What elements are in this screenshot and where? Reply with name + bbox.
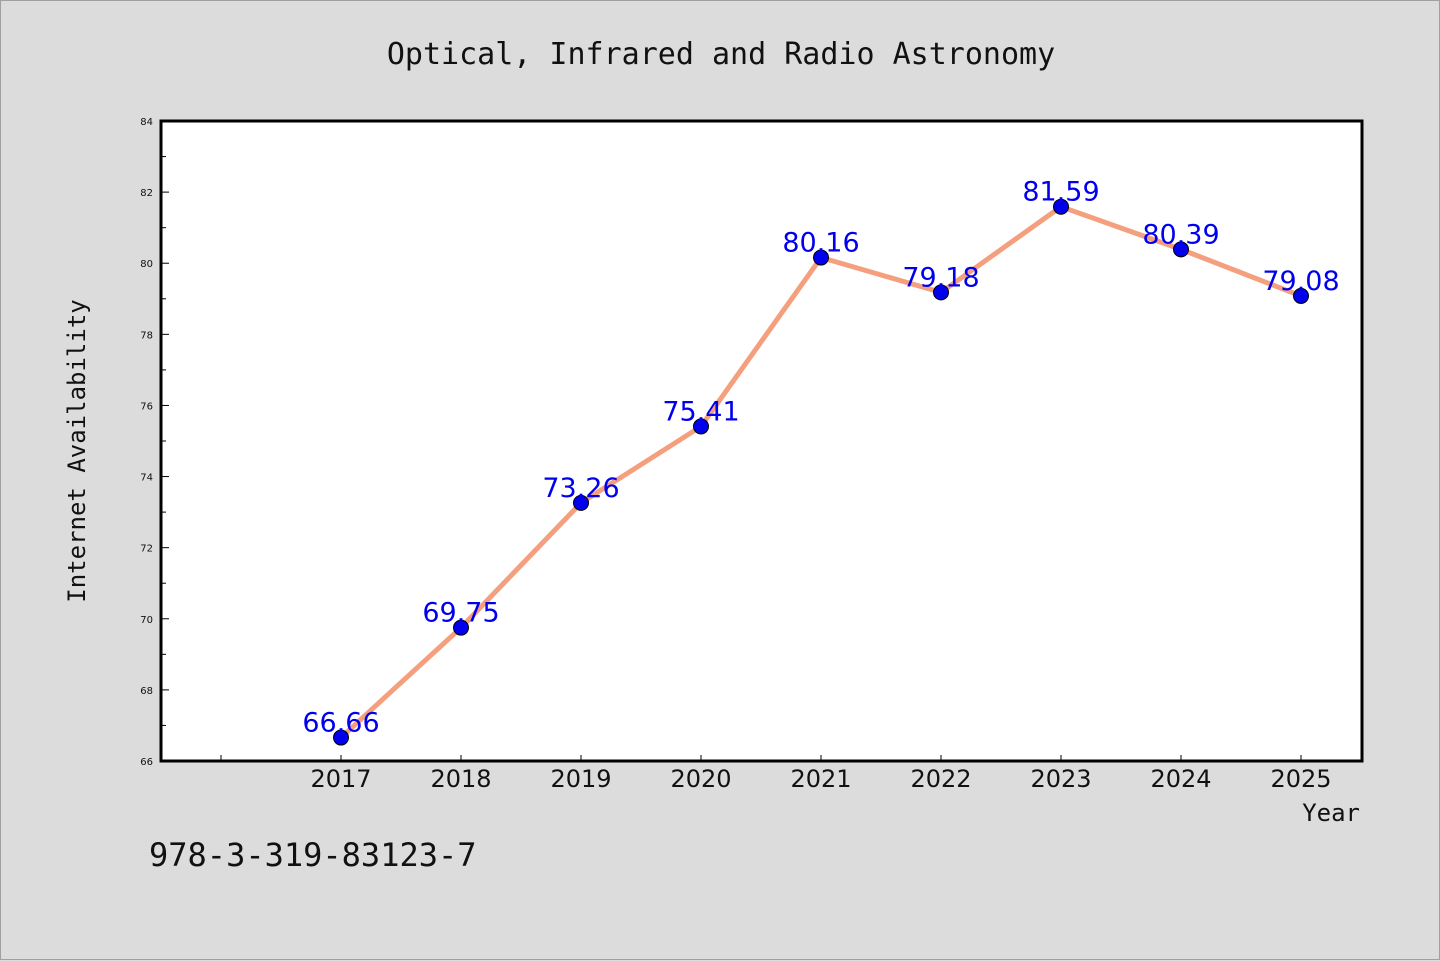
x-tick-label: 2018: [430, 765, 491, 793]
y-tick-label: 80: [140, 259, 153, 270]
data-point: [693, 418, 709, 435]
plot-area: [161, 121, 1362, 761]
y-tick-label: 70: [140, 615, 153, 626]
y-tick-label: 66: [140, 757, 153, 768]
x-tick-label: 2020: [670, 765, 731, 793]
x-axis-title: Year: [1302, 799, 1360, 827]
x-tick-label: 2024: [1150, 765, 1211, 793]
data-point: [933, 284, 949, 301]
y-axis-ticks: 66 68 70 72 74 76 78 80 82 84: [140, 117, 169, 768]
data-point: [453, 619, 469, 636]
x-axis-ticks: 2017 2018 2019 2020 2021 2022 2023 2024 2025: [220, 755, 1332, 793]
y-axis-title: Internet Availability: [63, 299, 91, 602]
data-point: [573, 494, 589, 511]
data-labels: 66.66 69.75 73.26 75.41 80.16 79.18 81.59 80.39…: [302, 177, 1339, 739]
data-label: 66.66: [302, 708, 379, 739]
data-label: 73.26: [542, 473, 619, 504]
y-tick-label: 68: [140, 686, 153, 697]
y-tick-label: 74: [140, 473, 153, 484]
data-point: [333, 729, 349, 746]
data-point: [1293, 287, 1309, 304]
data-point: [1173, 241, 1189, 258]
data-point: [1053, 198, 1069, 215]
data-label: 80.39: [1142, 219, 1219, 250]
x-tick-label: 2019: [550, 765, 611, 793]
y-tick-label: 84: [140, 117, 153, 128]
x-tick-label: 2022: [910, 765, 971, 793]
chart-title: Optical, Infrared and Radio Astronomy: [387, 37, 1055, 72]
data-label: 75.41: [662, 396, 739, 427]
data-label: 80.16: [782, 228, 859, 259]
y-tick-label: 72: [140, 544, 153, 555]
data-point: [813, 249, 829, 266]
data-label: 81.59: [1022, 177, 1099, 208]
x-tick-label: 2025: [1270, 765, 1331, 793]
x-tick-label: 2023: [1030, 765, 1091, 793]
data-label: 69.75: [422, 598, 499, 629]
y-tick-label: 78: [140, 330, 153, 341]
x-tick-label: 2017: [310, 765, 371, 793]
footer-code: 978-3-319-83123-7: [149, 836, 477, 874]
y-tick-label: 76: [140, 401, 153, 412]
y-tick-label: 82: [140, 188, 153, 199]
plot-frame: [159, 119, 1364, 763]
data-label: 79.18: [902, 262, 979, 293]
data-label: 79.08: [1262, 266, 1339, 297]
x-tick-label: 2021: [790, 765, 851, 793]
data-point-markers: [333, 198, 1309, 746]
